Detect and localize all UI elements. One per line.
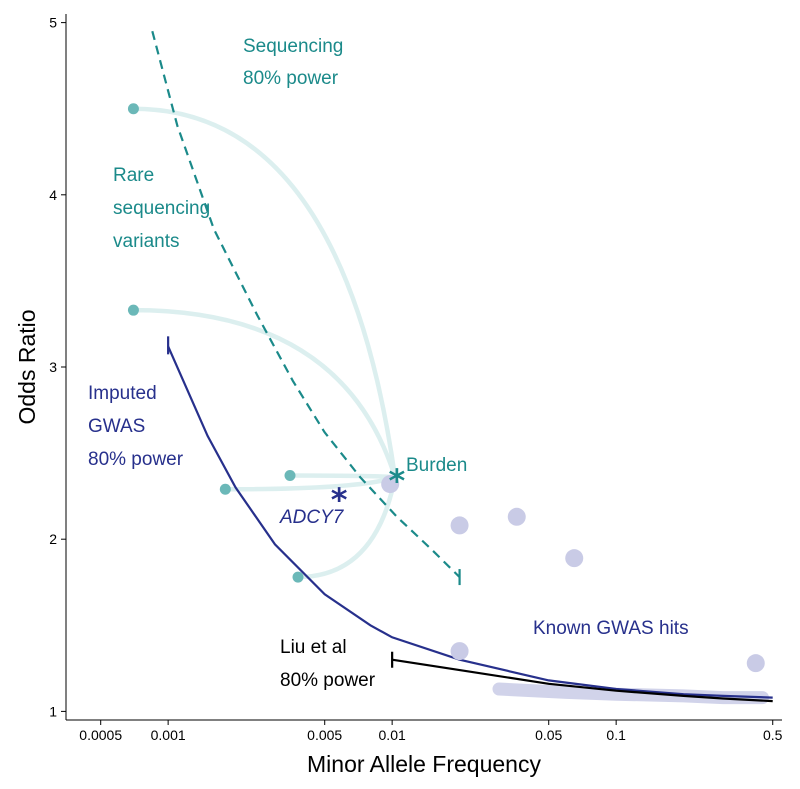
y-tick-label-2: 2 — [49, 531, 57, 547]
y-tick-label-3: 3 — [49, 359, 57, 375]
gwas-hit-point-5 — [450, 642, 469, 661]
gwas-hit-point-2 — [450, 516, 469, 535]
point-layer: ** — [127, 103, 765, 673]
link-layer — [131, 106, 398, 580]
x-tick-label-6: 0.1 — [606, 727, 626, 743]
variant-link-2 — [131, 307, 398, 480]
annotation-imputed-gwas-3: 80% power — [88, 449, 184, 470]
x-tick-label-7: 0.5 — [763, 727, 783, 743]
axis-layer: 0.0005 0.001 0.005 0.01 0.05 0.1 0.5 1 2 3 4 5 Minor… — [14, 14, 783, 777]
annotation-sequencing-power-1: Sequencing — [243, 36, 343, 57]
variant-link-5 — [295, 474, 398, 580]
annotation-burden: Burden — [406, 455, 467, 476]
gwas-hit-point-4 — [565, 549, 584, 568]
rare-variant-point-3 — [284, 469, 296, 481]
gwas-hit-point-1 — [381, 475, 400, 494]
y-axis-title: Odds Ratio — [14, 309, 40, 424]
burden-star-marker: * — [389, 462, 406, 500]
x-tick-label-5: 0.05 — [535, 727, 562, 743]
line-layer — [151, 30, 773, 703]
y-tick-label-5: 5 — [49, 15, 57, 31]
rare-variant-point-1 — [127, 103, 139, 115]
liu-power-line — [391, 658, 773, 703]
band-layer — [492, 682, 769, 705]
y-tick-label-1: 1 — [49, 703, 57, 719]
x-tick-label-1: 0.0005 — [79, 727, 122, 743]
variant-link-3 — [287, 473, 398, 480]
annotation-rare-variants-1: Rare — [113, 165, 154, 186]
imputed-gwas-power-line — [167, 345, 773, 699]
rare-variant-point-2 — [127, 304, 139, 316]
annotation-liu-power-2: 80% power — [280, 670, 376, 691]
gwas-hit-point-3 — [507, 507, 526, 526]
sequencing-power-line — [151, 30, 461, 578]
rare-variant-point-4 — [219, 483, 231, 495]
variant-link-1 — [131, 106, 398, 480]
annotation-imputed-gwas-2: GWAS — [88, 416, 145, 437]
x-axis-title: Minor Allele Frequency — [307, 751, 541, 777]
gwas-hit-point-6 — [746, 654, 765, 673]
annotation-sequencing-power-2: 80% power — [243, 68, 339, 89]
x-tick-label-2: 0.001 — [151, 727, 186, 743]
annotation-liu-power-1: Liu et al — [280, 637, 347, 658]
x-tick-label-3: 0.005 — [307, 727, 342, 743]
x-tick-label-4: 0.01 — [379, 727, 406, 743]
annotation-imputed-gwas-1: Imputed — [88, 383, 157, 404]
annotation-rare-variants-3: variants — [113, 231, 180, 252]
annotation-adcy7: ADCY7 — [279, 507, 345, 528]
y-tick-label-4: 4 — [49, 187, 57, 203]
adcy7-star-marker: * — [331, 481, 348, 519]
gwas-hits-band — [492, 682, 769, 705]
rare-variant-point-5 — [292, 571, 304, 583]
annotation-layer: Sequencing 80% power Rare sequencing var… — [88, 36, 689, 691]
annotation-rare-variants-2: sequencing — [113, 198, 210, 219]
annotation-known-gwas-hits: Known GWAS hits — [533, 618, 689, 639]
